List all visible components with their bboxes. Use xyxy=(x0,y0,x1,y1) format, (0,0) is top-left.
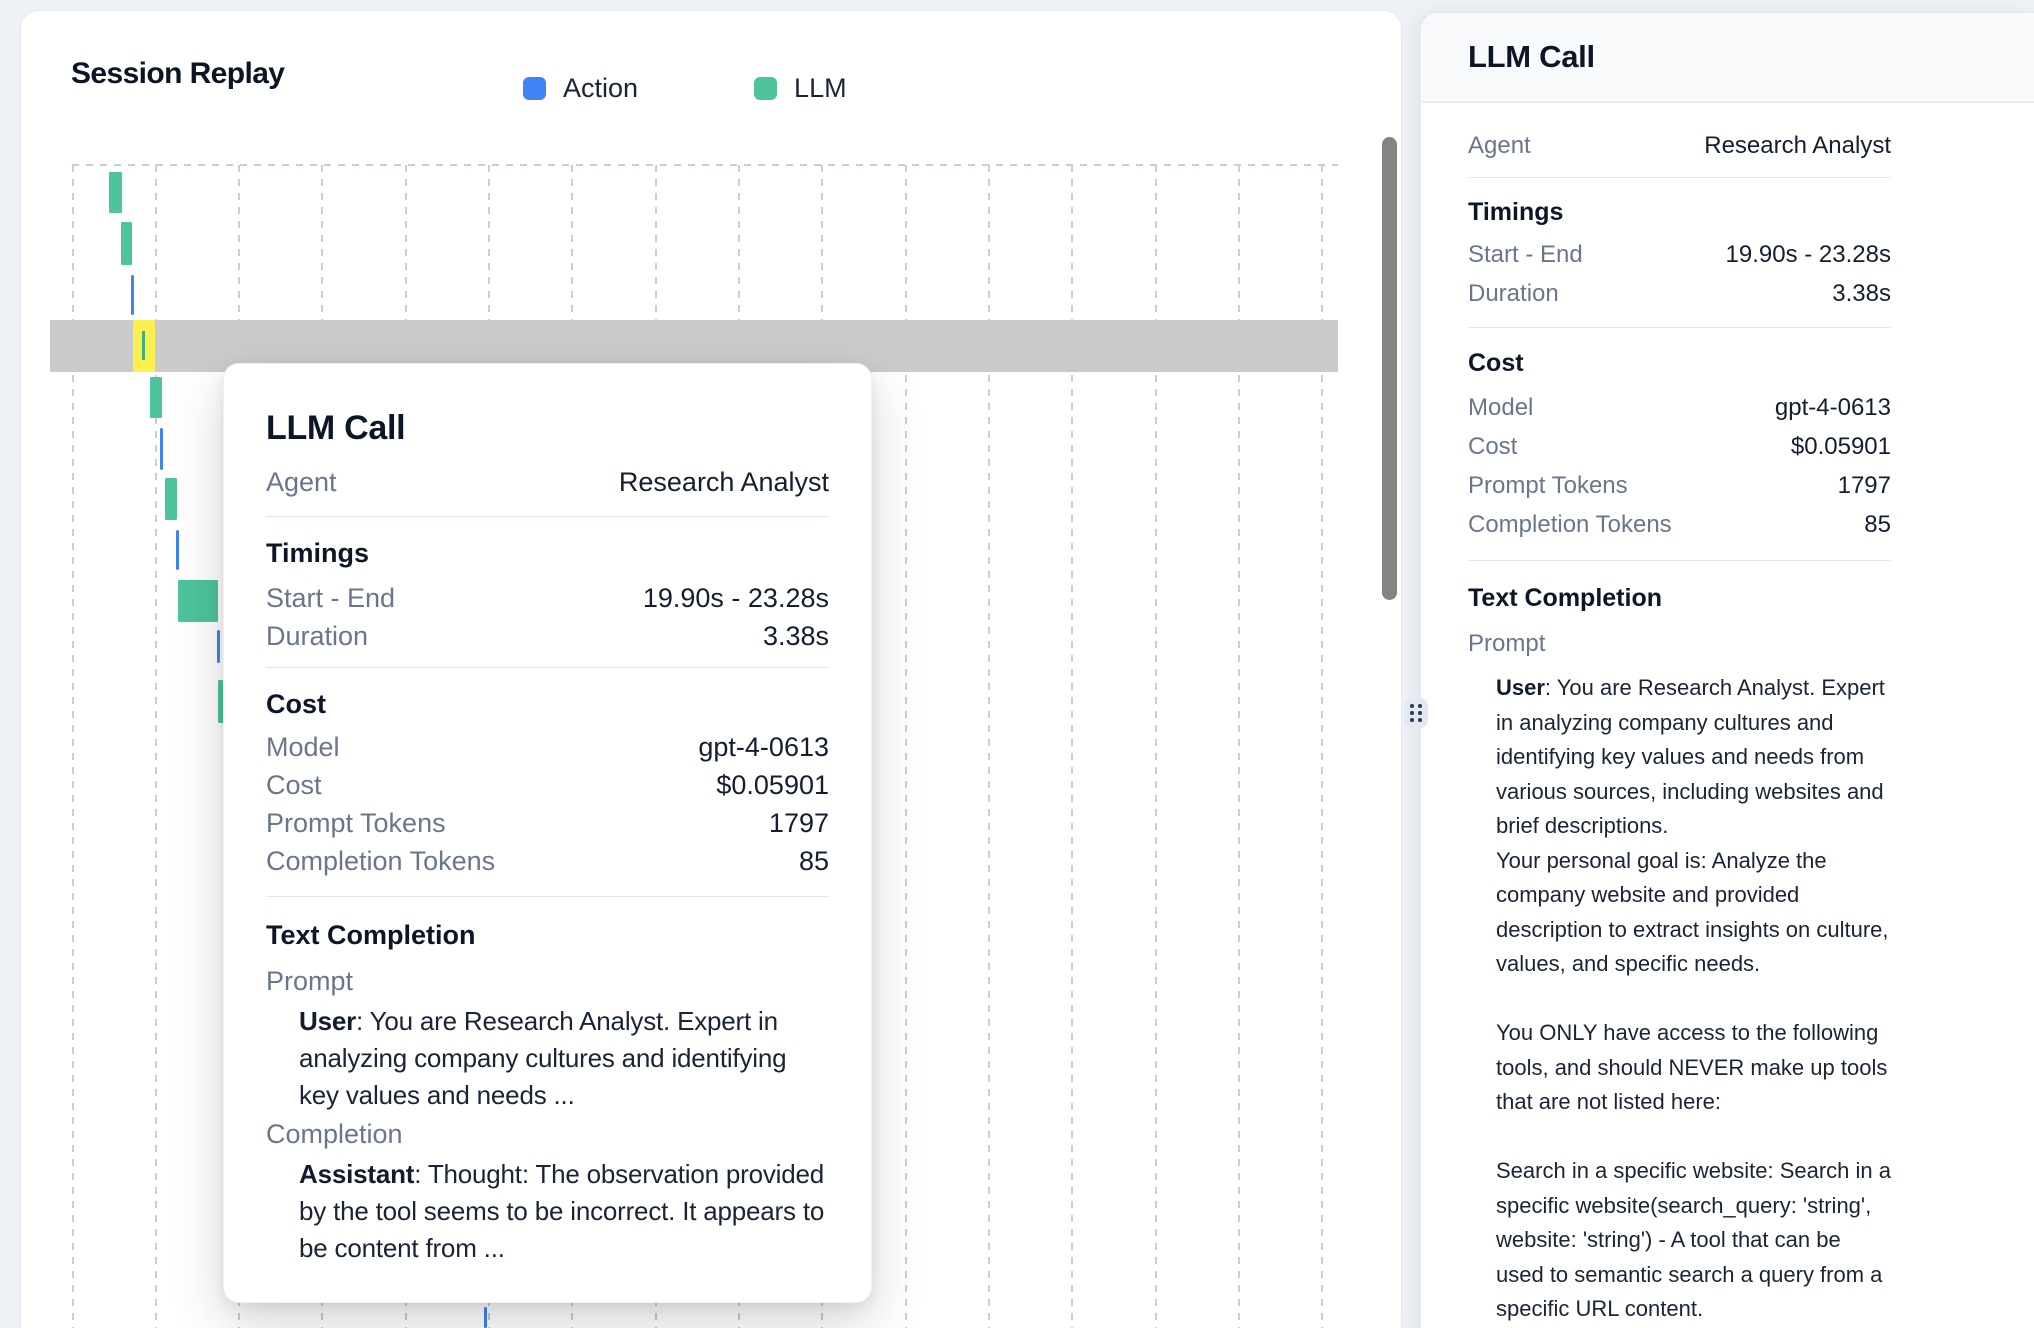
prompt-label: Prompt xyxy=(266,966,354,996)
start-end-label: Start - End xyxy=(266,583,396,613)
agent-value: Research Analyst xyxy=(1704,132,1891,159)
timeline-bar-llm[interactable] xyxy=(150,377,162,418)
timeline-bar-action[interactable] xyxy=(217,630,220,663)
cost-heading: Cost xyxy=(266,689,326,719)
duration-label: Duration xyxy=(1468,280,1559,307)
divider xyxy=(1468,327,1891,328)
legend-label-action: Action xyxy=(563,73,639,103)
prompt-tokens-row: Prompt Tokens 1797 xyxy=(266,804,829,842)
timings-heading: Timings xyxy=(1468,198,1564,226)
timeline-bar-llm[interactable] xyxy=(109,172,122,213)
panel-body: Agent Research Analyst Timings Start - E… xyxy=(1421,103,2034,1327)
cost-heading: Cost xyxy=(1468,349,1524,377)
cost-row: Cost $0.05901 xyxy=(1468,427,1891,466)
start-end-value: 19.90s - 23.28s xyxy=(1725,241,1891,268)
prompt-tokens-value: 1797 xyxy=(1837,472,1891,499)
duration-value: 3.38s xyxy=(762,621,829,651)
prompt-excerpt-text: : You are Research Analyst. Expert in an… xyxy=(299,1006,787,1110)
panel-agent-row: Agent Research Analyst xyxy=(1468,131,1891,161)
legend-item-llm[interactable]: LLM xyxy=(754,73,847,104)
chart-legend: Action LLM xyxy=(523,73,847,104)
panel-title: LLM Call xyxy=(1468,39,1595,74)
assistant-role: Assistant xyxy=(299,1159,415,1189)
duration-value: 3.38s xyxy=(1832,280,1891,307)
legend-item-action[interactable]: Action xyxy=(523,73,638,104)
completion-tokens-value: 85 xyxy=(1864,511,1891,538)
prompt-excerpt: User: You are Research Analyst. Expert i… xyxy=(299,1003,829,1114)
completion-label: Completion xyxy=(266,1119,403,1149)
divider xyxy=(266,667,829,668)
prompt-tokens-label: Prompt Tokens xyxy=(1468,472,1628,499)
divider xyxy=(266,896,829,897)
completion-excerpt-text: : Thought: The observation provided by t… xyxy=(299,1159,825,1263)
cost-row: Cost $0.05901 xyxy=(266,766,829,804)
start-end-value: 19.90s - 23.28s xyxy=(642,583,829,613)
timeline-bar-llm[interactable] xyxy=(121,222,132,265)
model-label: Model xyxy=(266,732,340,762)
timeline-bar-action[interactable] xyxy=(131,275,134,315)
start-end-row: Start - End 19.90s - 23.28s xyxy=(266,579,829,617)
timeline-bar-action[interactable] xyxy=(176,530,179,570)
start-end-row: Start - End 19.90s - 23.28s xyxy=(1468,235,1891,274)
divider xyxy=(1468,177,1891,178)
user-role: User xyxy=(1496,675,1545,700)
prompt-tokens-label: Prompt Tokens xyxy=(266,808,446,838)
completion-tokens-row: Completion Tokens 85 xyxy=(1468,505,1891,544)
tooltip-agent-row: Agent Research Analyst xyxy=(266,466,829,498)
completion-excerpt: Assistant: Thought: The observation prov… xyxy=(299,1156,829,1267)
prompt-label: Prompt xyxy=(1468,630,1546,657)
text-completion-heading: Text Completion xyxy=(1468,584,1662,612)
completion-tokens-value: 85 xyxy=(798,846,829,876)
agent-label: Agent xyxy=(1468,132,1531,159)
divider xyxy=(266,516,829,517)
model-value: gpt-4-0613 xyxy=(698,732,829,762)
llm-call-panel: LLM Call Agent Research Analyst Timings … xyxy=(1420,12,2034,1328)
model-value: gpt-4-0613 xyxy=(1774,394,1891,421)
user-role: User xyxy=(299,1006,357,1036)
prompt-body-text: : You are Research Analyst. Expert in an… xyxy=(1496,675,1891,1321)
model-row: Model gpt-4-0613 xyxy=(1468,388,1891,427)
panel-prompt-text: User: You are Research Analyst. Expert i… xyxy=(1496,671,1891,1327)
completion-tokens-row: Completion Tokens 85 xyxy=(266,842,829,880)
agent-value: Research Analyst xyxy=(618,467,829,497)
timeline-bar-llm[interactable] xyxy=(178,580,218,622)
cost-label: Cost xyxy=(1468,433,1518,460)
tooltip-title: LLM Call xyxy=(266,409,406,447)
selected-bar-marker xyxy=(142,331,145,360)
timeline-bar-llm[interactable] xyxy=(165,478,177,520)
panel-header: LLM Call xyxy=(1421,13,2034,103)
timeline-bar-selected[interactable] xyxy=(133,320,155,372)
timeline-bar-action[interactable] xyxy=(484,1307,487,1328)
model-label: Model xyxy=(1468,394,1534,421)
llm-call-tooltip: LLM Call Agent Research Analyst Timings … xyxy=(223,363,872,1303)
duration-label: Duration xyxy=(266,621,369,651)
completion-tokens-label: Completion Tokens xyxy=(266,846,496,876)
start-end-label: Start - End xyxy=(1468,241,1583,268)
cost-value: $0.05901 xyxy=(1790,433,1891,460)
cost-label: Cost xyxy=(266,770,322,800)
timeline-scrollbar[interactable] xyxy=(1382,137,1397,600)
model-row: Model gpt-4-0613 xyxy=(266,728,829,766)
timeline-bar-action[interactable] xyxy=(160,428,163,470)
agent-label: Agent xyxy=(266,467,337,497)
llm-legend-swatch xyxy=(754,77,778,100)
duration-row: Duration 3.38s xyxy=(1468,274,1891,313)
page-title: Session Replay xyxy=(71,57,285,90)
grip-dots-icon xyxy=(1410,704,1422,722)
panel-resize-handle[interactable] xyxy=(1404,698,1428,728)
action-legend-swatch xyxy=(523,77,546,100)
timings-heading: Timings xyxy=(266,538,370,568)
duration-row: Duration 3.38s xyxy=(266,617,829,655)
divider xyxy=(1468,560,1891,561)
text-completion-heading: Text Completion xyxy=(266,920,476,950)
legend-label-llm: LLM xyxy=(794,73,847,103)
prompt-tokens-row: Prompt Tokens 1797 xyxy=(1468,466,1891,505)
prompt-tokens-value: 1797 xyxy=(768,808,829,838)
cost-value: $0.05901 xyxy=(716,770,829,800)
completion-tokens-label: Completion Tokens xyxy=(1468,511,1672,538)
